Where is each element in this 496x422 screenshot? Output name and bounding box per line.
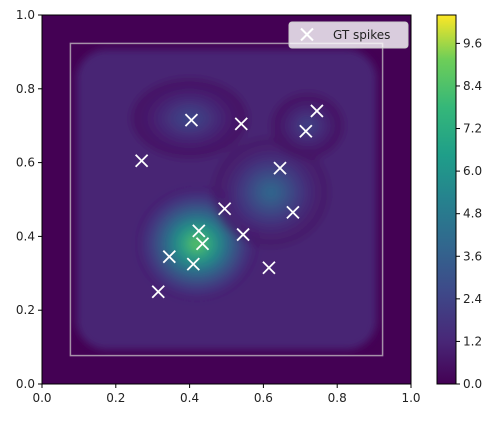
spike-marker	[218, 202, 232, 216]
legend-x-marker-icon	[300, 27, 314, 42]
spike-marker	[273, 161, 287, 175]
colorbar-tick-label: 3.6	[463, 249, 482, 263]
legend-label: GT spikes	[333, 28, 390, 42]
heat-peak-3	[302, 120, 313, 131]
spike-marker	[151, 285, 165, 299]
colorbar-tick-label: 2.4	[463, 292, 482, 306]
spike-marker	[192, 224, 206, 238]
y-axis: 0.0 0.2 0.4 0.6 0.8 1.0	[16, 8, 42, 391]
spike-marker	[310, 104, 324, 118]
colorbar-gradient	[436, 14, 457, 385]
x-tick-label: 0.0	[32, 391, 51, 405]
colorbar-tick-label: 0.0	[463, 377, 482, 391]
spike-marker	[195, 237, 210, 251]
colorbar-tick-label: 9.6	[463, 36, 482, 50]
colorbar-tick-label: 6.0	[463, 164, 482, 178]
spike-markers	[134, 104, 324, 299]
spike-marker	[262, 261, 276, 275]
x-tick-label: 0.8	[328, 391, 347, 405]
y-tick-label: 0.8	[16, 82, 35, 96]
colorbar: 0.0 1.2 2.4 3.6 4.8 6.0 7.2 8.4 9.6	[436, 14, 482, 391]
y-tick-label: 0.2	[16, 303, 35, 317]
heat-peak-1	[262, 184, 280, 201]
x-axis: 0.0 0.2 0.4 0.6 0.8 1.0	[32, 384, 421, 405]
spike-marker	[186, 257, 200, 271]
plot-frame	[41, 14, 412, 385]
legend-box	[288, 21, 409, 49]
y-tick-label: 0.4	[16, 229, 35, 243]
heatmap-density	[76, 49, 377, 350]
spike-marker	[234, 117, 248, 131]
colorbar-tick-label: 8.4	[463, 79, 482, 93]
x-tick-label: 0.2	[106, 391, 125, 405]
y-tick-label: 1.0	[16, 8, 35, 22]
spike-marker	[299, 124, 313, 138]
x-tick-label: 1.0	[401, 391, 420, 405]
spike-marker	[286, 205, 300, 220]
legend: GT spikes	[288, 21, 409, 49]
y-tick-label: 0.6	[16, 156, 35, 170]
colorbar-tick-label: 1.2	[463, 334, 482, 348]
x-tick-label: 0.4	[180, 391, 199, 405]
y-tick-label: 0.0	[16, 377, 35, 391]
spike-marker	[184, 113, 199, 127]
roi-rectangle	[69, 42, 384, 357]
spike-marker	[162, 250, 176, 264]
colorbar-tick-label: 4.8	[463, 207, 482, 221]
x-tick-label: 0.6	[254, 391, 273, 405]
spike-marker	[134, 154, 149, 168]
spike-marker	[236, 227, 250, 242]
heat-peak-0	[188, 235, 206, 253]
colorbar-tick-label: 7.2	[463, 122, 482, 136]
